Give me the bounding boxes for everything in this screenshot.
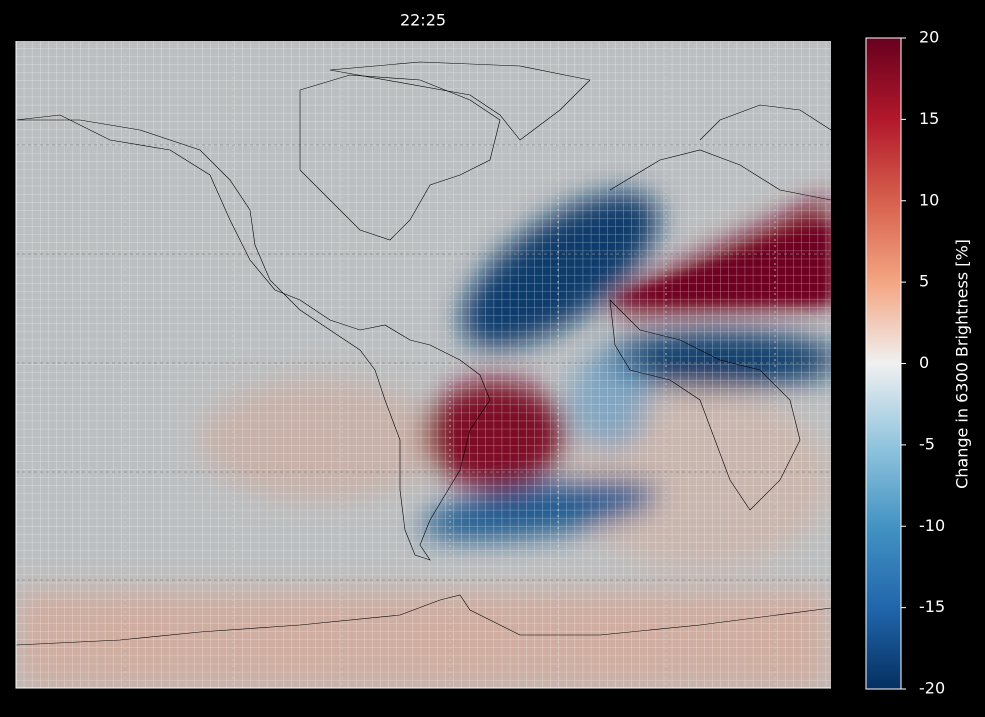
map-frame bbox=[15, 41, 831, 689]
colorbar-tick-label: -20 bbox=[919, 679, 945, 698]
colorbar bbox=[865, 37, 902, 690]
colorbar-tick-label: 0 bbox=[919, 353, 929, 372]
colorbar-ticks: -20 -15 -10 -5 0 5 10 15 20 bbox=[901, 28, 945, 698]
colorbar-tick-label: 20 bbox=[919, 28, 939, 47]
colorbar-tick-label: -10 bbox=[919, 516, 945, 535]
colorbar-tick-label: -5 bbox=[919, 434, 935, 453]
colorbar-tick-label: 10 bbox=[919, 190, 939, 209]
colorbar-tick-label: 15 bbox=[919, 109, 939, 128]
map-title: 22:25 bbox=[400, 11, 446, 30]
colorbar-tick-label: 5 bbox=[919, 272, 929, 291]
colorbar-tick-label: -15 bbox=[919, 597, 945, 616]
colorbar-label: Change in 6300 Brightness [%] bbox=[953, 239, 972, 489]
map-area bbox=[16, 41, 831, 688]
